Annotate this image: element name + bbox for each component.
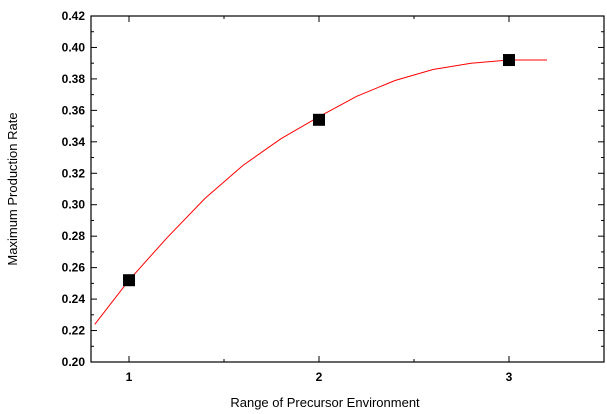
y-tick-label: 0.38 <box>62 72 86 86</box>
y-axis-title: Maximum Production Rate <box>5 112 20 265</box>
y-tick-label: 0.24 <box>62 292 86 306</box>
x-axis-title: Range of Precursor Environment <box>230 395 420 410</box>
x-tick-label: 3 <box>506 370 513 384</box>
data-point <box>313 113 325 126</box>
data-point <box>503 54 515 67</box>
y-tick-label: 0.34 <box>62 135 86 149</box>
y-tick-label: 0.40 <box>62 40 86 54</box>
y-tick-label: 0.20 <box>62 355 86 369</box>
y-tick-label: 0.28 <box>62 229 86 243</box>
plot-border <box>90 15 605 363</box>
plot-series <box>94 54 547 325</box>
fit-curve <box>94 59 547 325</box>
x-axis: 1 2 3 <box>126 16 513 384</box>
y-tick-label: 0.26 <box>62 261 86 275</box>
data-point <box>123 274 135 287</box>
y-tick-label: 0.36 <box>62 103 86 117</box>
y-tick-label: 0.30 <box>62 198 86 212</box>
x-tick-label: 2 <box>316 370 323 384</box>
y-tick-label: 0.32 <box>62 166 86 180</box>
y-tick-label: 0.22 <box>62 324 86 338</box>
y-tick-label: 0.42 <box>62 9 86 23</box>
x-tick-label: 1 <box>126 370 133 384</box>
plot-frame <box>90 15 605 363</box>
y-axis: 0.20 0.22 0.24 0.26 0.28 0.30 0.32 0.34 0.36 0.38… <box>62 9 604 369</box>
